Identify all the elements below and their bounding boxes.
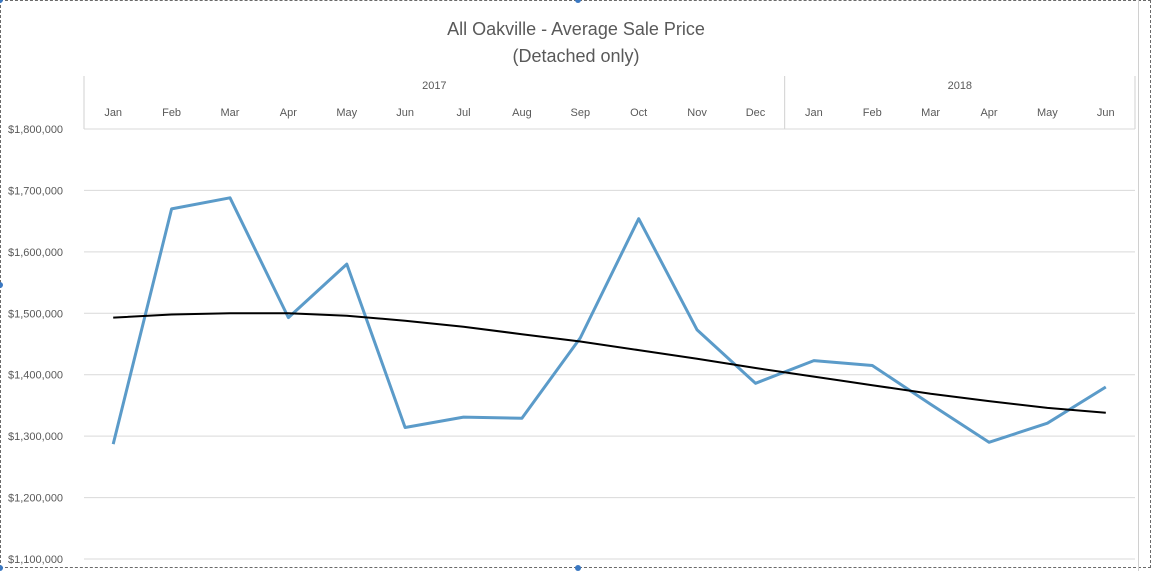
month-tick-label: Oct	[630, 107, 647, 119]
month-tick-label: Jun	[396, 107, 414, 119]
year-label: 2017	[422, 80, 446, 92]
trendline	[113, 312, 1106, 414]
resize-handle-middle-left[interactable]	[0, 282, 3, 288]
series-lines	[111, 196, 1107, 445]
month-tick-label: May	[1037, 107, 1058, 119]
month-tick-label: Feb	[863, 107, 882, 119]
resize-handle-top-left[interactable]	[0, 0, 3, 3]
y-tick-label: $1,500,000	[8, 308, 63, 320]
month-tick-label: Nov	[687, 107, 707, 119]
resize-handle-bottom-left[interactable]	[0, 565, 3, 571]
month-tick-label: Jan	[104, 107, 122, 119]
chart-area-edge	[1138, 0, 1139, 571]
y-axis-labels: $1,800,000 $1,700,000 $1,600,000 $1,500,000…	[8, 124, 63, 566]
month-tick-label: Jul	[456, 107, 470, 119]
category-axis-header: 2017 2018 Jan Feb Mar Apr May Jun Jul Aug Sep Oct No…	[83, 76, 1136, 129]
y-tick-label: $1,800,000	[8, 124, 63, 136]
month-tick-label: Apr	[980, 107, 997, 119]
month-tick-label: Sep	[571, 107, 591, 119]
y-tick-label: $1,300,000	[8, 431, 63, 443]
gridlines	[84, 128, 1135, 560]
resize-handle-bottom-center[interactable]	[575, 565, 581, 571]
chart-title: All Oakville - Average Sale Price	[447, 19, 705, 39]
month-tick-label: Mar	[220, 107, 239, 119]
y-tick-label: $1,700,000	[8, 185, 63, 197]
month-tick-label: May	[336, 107, 357, 119]
y-tick-label: $1,600,000	[8, 247, 63, 259]
month-tick-label: Dec	[746, 107, 766, 119]
chart-subtitle: (Detached only)	[512, 46, 639, 66]
y-tick-label: $1,400,000	[8, 370, 63, 382]
y-tick-label: $1,100,000	[8, 554, 63, 566]
month-tick-label: Apr	[280, 107, 297, 119]
month-tick-label: Aug	[512, 107, 532, 119]
month-tick-label: Mar	[921, 107, 940, 119]
y-tick-label: $1,200,000	[8, 493, 63, 505]
year-label: 2018	[948, 80, 972, 92]
average-price-line	[111, 196, 1107, 445]
month-tick-label: Jun	[1097, 107, 1115, 119]
resize-handle-top-center[interactable]	[575, 0, 581, 3]
month-tick-label: Jan	[805, 107, 823, 119]
month-tick-label: Feb	[162, 107, 181, 119]
